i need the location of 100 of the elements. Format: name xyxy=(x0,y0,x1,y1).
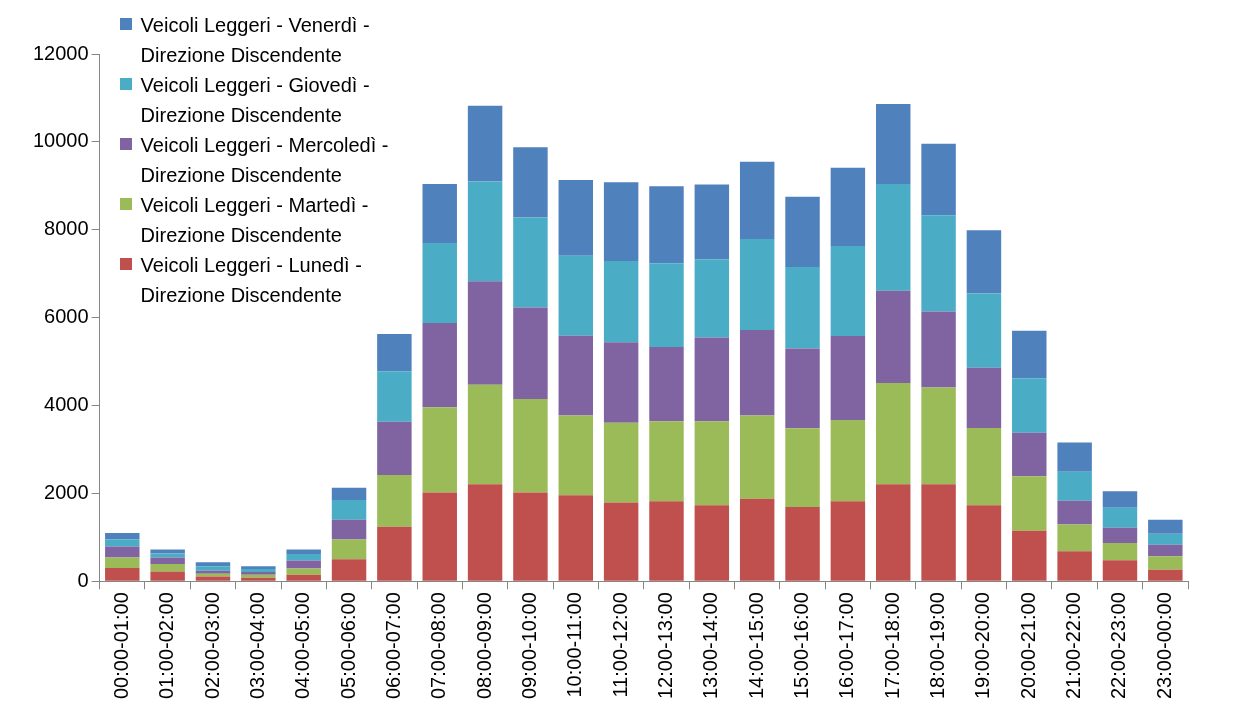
x-tick-label: 23:00-00:00 xyxy=(1152,592,1175,700)
y-tick-label: 4000 xyxy=(44,393,89,416)
bar xyxy=(513,217,548,308)
x-tick-label: 09:00-10:00 xyxy=(517,592,540,700)
bar xyxy=(1057,500,1092,525)
bar xyxy=(739,415,775,499)
bar xyxy=(331,499,367,520)
x-tick-label: 05:00-06:00 xyxy=(336,592,359,700)
bar xyxy=(1102,527,1138,544)
bar xyxy=(830,419,866,502)
bar xyxy=(876,184,911,291)
bar xyxy=(422,407,457,493)
bar xyxy=(513,147,548,218)
bar xyxy=(1102,543,1138,561)
bar xyxy=(921,311,956,388)
bar xyxy=(785,428,820,507)
bar xyxy=(331,519,367,540)
bar xyxy=(1012,530,1047,581)
bar xyxy=(649,421,684,502)
bar xyxy=(377,526,412,581)
bar xyxy=(785,267,820,349)
bar xyxy=(150,564,185,572)
bar xyxy=(558,415,594,496)
bar xyxy=(966,230,1002,294)
x-tick-label: 19:00-20:00 xyxy=(971,592,994,700)
bar xyxy=(649,501,684,581)
x-tick-label: 08:00-09:00 xyxy=(472,592,495,700)
bar xyxy=(286,568,321,575)
bar xyxy=(966,505,1002,581)
y-tick-label: 12000 xyxy=(32,41,89,64)
y-tick-label: 2000 xyxy=(44,480,89,503)
bar xyxy=(377,421,412,475)
x-tick-label: 07:00-08:00 xyxy=(427,592,450,700)
bar xyxy=(603,182,639,261)
bar xyxy=(422,242,457,323)
x-tick-label: 18:00-19:00 xyxy=(926,592,949,700)
bar xyxy=(150,553,185,558)
x-tick-label: 22:00-23:00 xyxy=(1107,592,1130,700)
bar xyxy=(150,549,185,554)
bar xyxy=(1148,544,1183,557)
bar xyxy=(1012,476,1047,531)
bar xyxy=(603,422,639,503)
legend-label: Veicoli Leggeri - Mercoledì - Direzione Discendente xyxy=(140,133,390,188)
bar xyxy=(1148,556,1183,570)
bar xyxy=(921,387,956,485)
bar xyxy=(377,371,412,422)
x-tick-label: 12:00-13:00 xyxy=(654,592,676,700)
bar xyxy=(195,562,231,567)
x-tick-label: 15:00-16:00 xyxy=(790,592,813,700)
bar xyxy=(467,105,503,182)
bar xyxy=(1057,442,1092,472)
bar xyxy=(830,246,866,337)
bar xyxy=(694,505,730,581)
bar xyxy=(422,492,457,581)
bar xyxy=(513,398,548,493)
x-tick-label: 04:00-05:00 xyxy=(291,592,314,700)
bar xyxy=(105,557,140,569)
bar xyxy=(1057,524,1092,552)
bar xyxy=(331,559,367,581)
bar xyxy=(1148,533,1183,545)
bar xyxy=(603,260,639,343)
x-tick-label: 16:00-17:00 xyxy=(835,592,858,700)
bar xyxy=(830,501,866,581)
bar xyxy=(921,484,956,581)
bar xyxy=(785,196,820,268)
bar xyxy=(694,184,730,260)
bar xyxy=(1057,551,1092,581)
bar xyxy=(1102,507,1138,528)
x-tick-label: 21:00-22:00 xyxy=(1062,592,1085,700)
bar xyxy=(830,167,866,246)
bar xyxy=(105,532,140,540)
bar xyxy=(286,560,321,569)
bar xyxy=(694,421,730,506)
legend-label: Veicoli Leggeri - Lunedì - Direzione Discendente xyxy=(140,253,363,308)
bar xyxy=(921,143,956,216)
bar xyxy=(876,290,911,384)
bar xyxy=(966,427,1002,506)
legend-label: Veicoli Leggeri - Martedì - Direzione Discendente xyxy=(140,193,370,248)
bar xyxy=(467,484,503,581)
x-tick-label: 02:00-03:00 xyxy=(200,592,223,700)
bar xyxy=(150,571,185,581)
x-tick-label: 10:00-11:00 xyxy=(563,592,586,698)
x-tick-label: 20:00-21:00 xyxy=(1016,592,1039,700)
bar xyxy=(286,574,321,581)
bar xyxy=(739,238,775,330)
bar xyxy=(513,492,548,581)
bar xyxy=(195,576,231,581)
bar xyxy=(150,557,185,565)
bar xyxy=(422,184,457,243)
bar xyxy=(649,186,684,264)
bar xyxy=(558,495,594,581)
bar xyxy=(876,104,911,185)
bar xyxy=(467,181,503,282)
bar xyxy=(830,336,866,420)
bar xyxy=(649,263,684,348)
bar xyxy=(377,474,412,527)
bar xyxy=(105,539,140,547)
bar xyxy=(195,566,231,571)
bar xyxy=(603,342,639,423)
bar xyxy=(1148,519,1183,534)
